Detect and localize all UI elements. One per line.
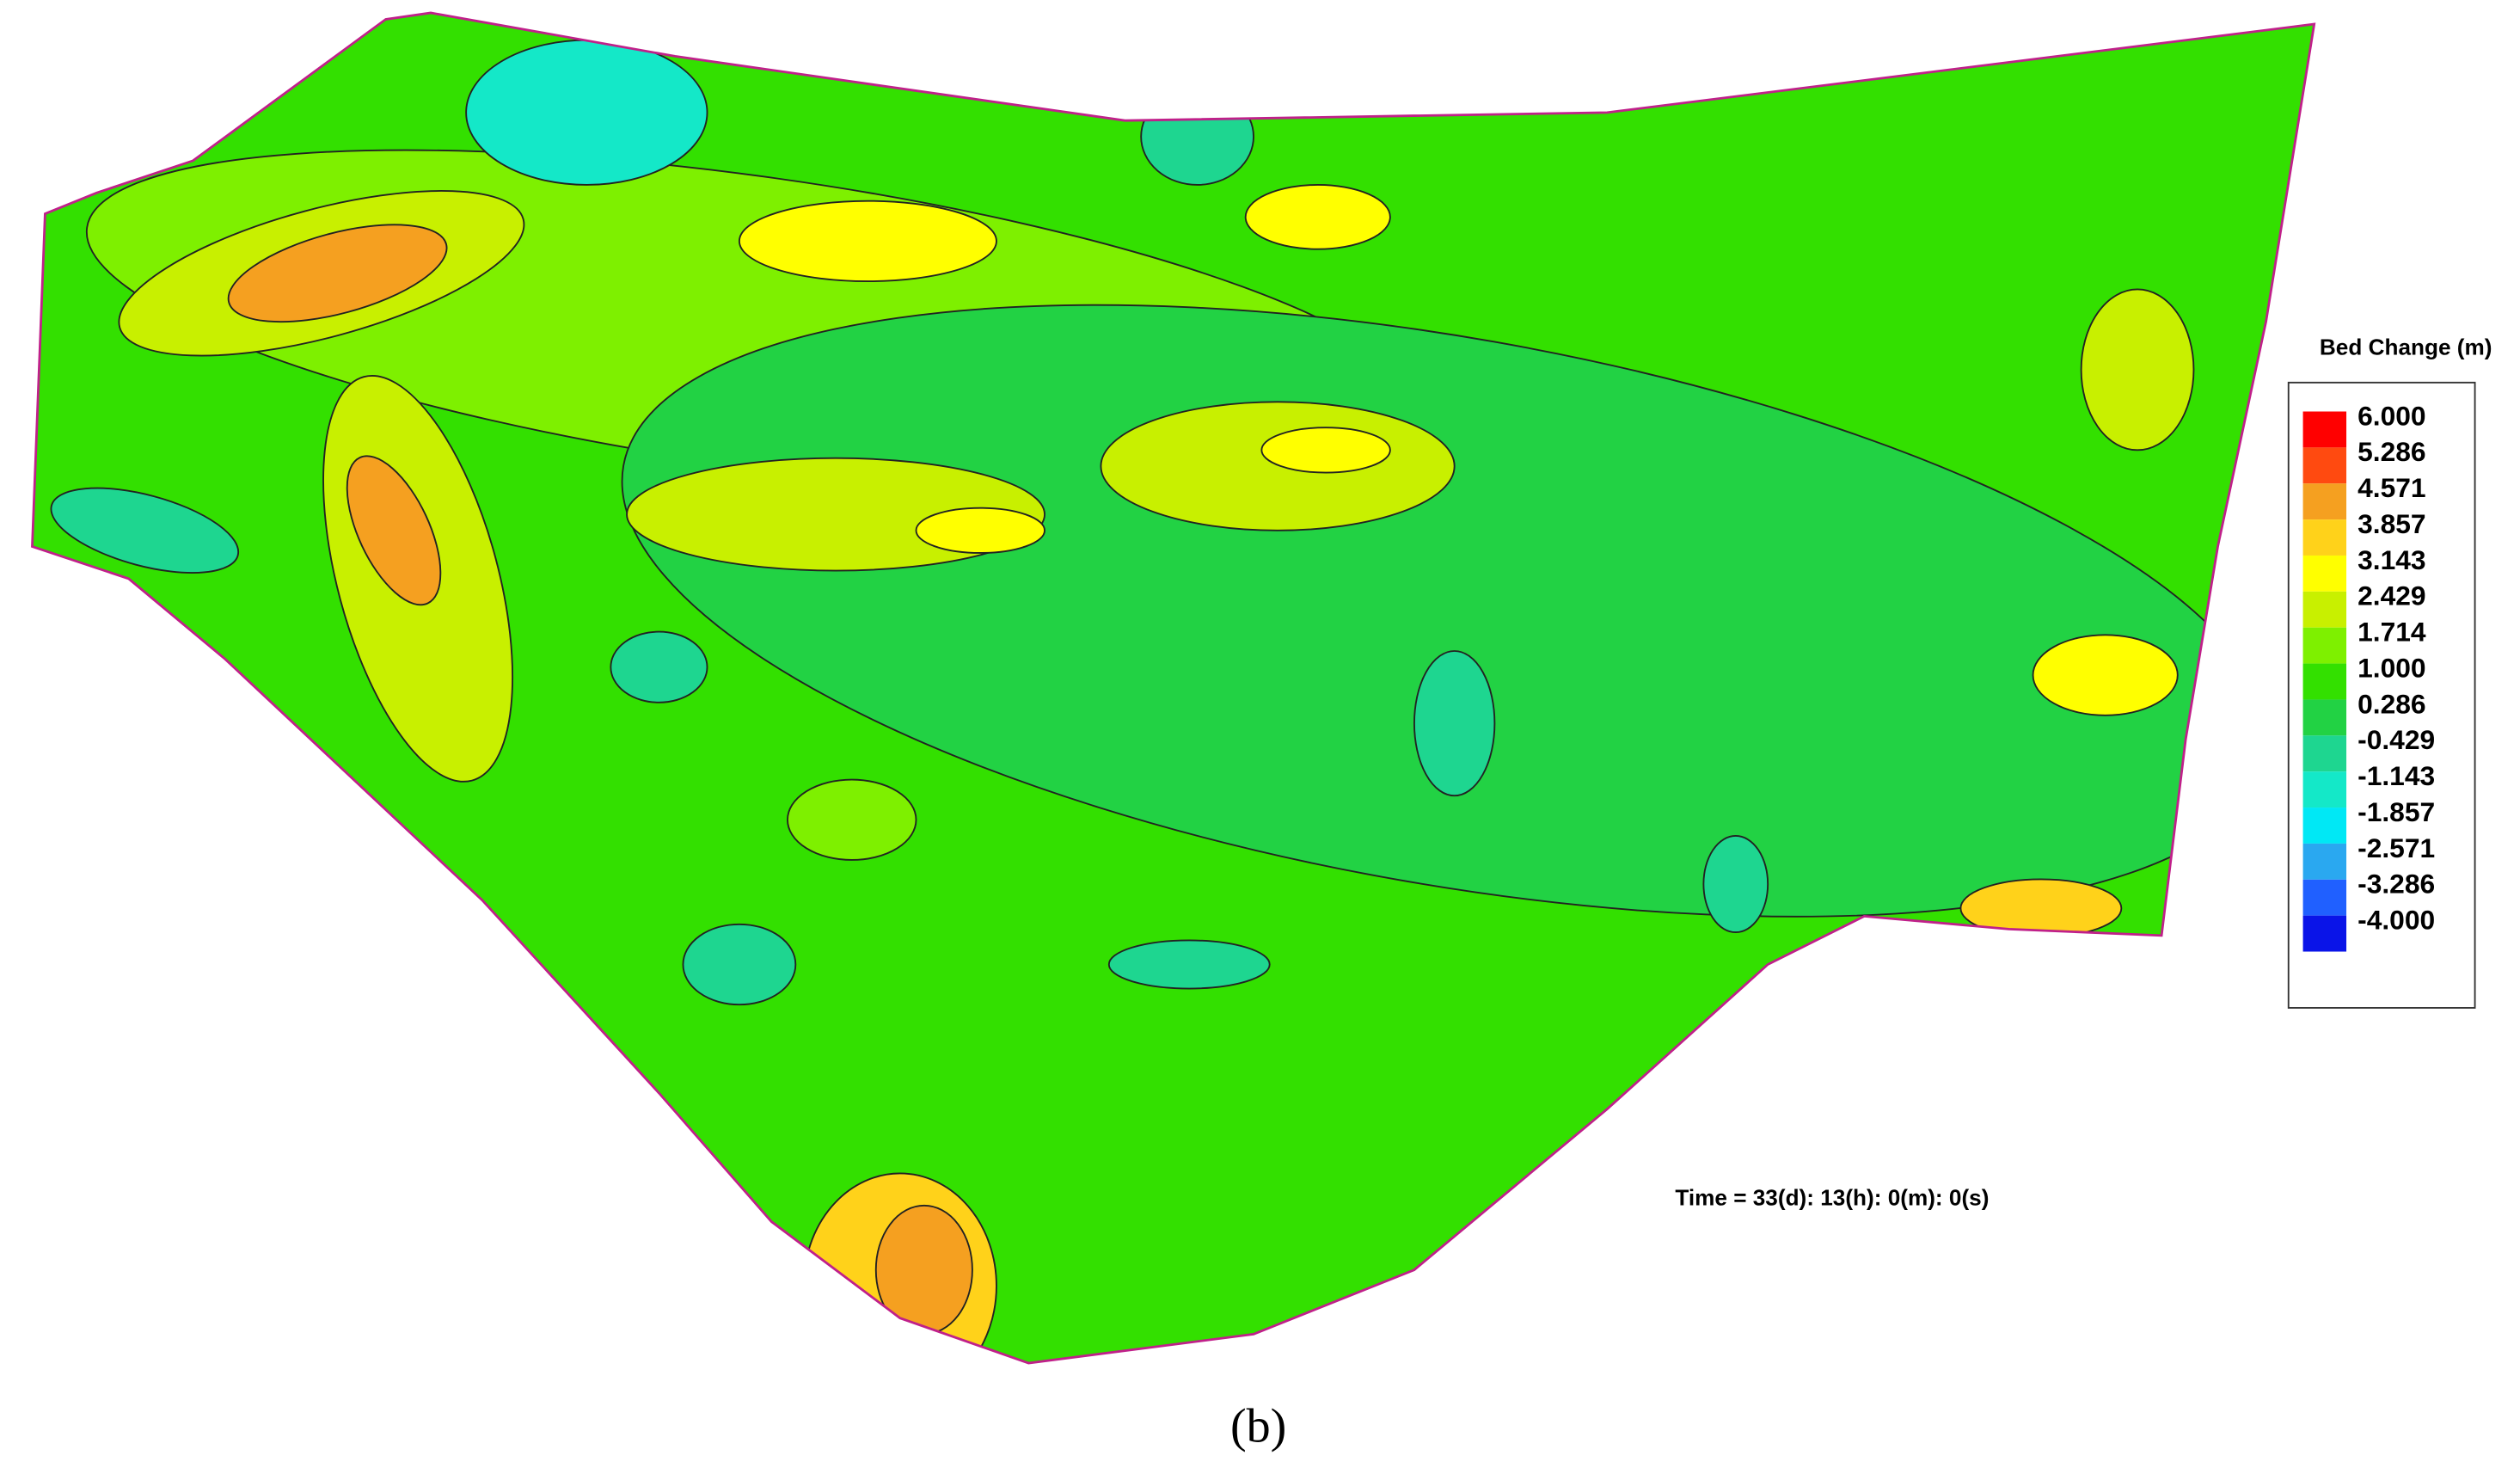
legend-swatch [2302, 735, 2347, 772]
legend-swatch [2302, 483, 2347, 520]
legend-label: -1.857 [2358, 796, 2435, 827]
caption: (b) [1230, 1399, 1286, 1453]
legend: 6.000 5.286 4.571 3.857 3.143 2.429 1.714 1.000… [2302, 400, 2435, 952]
legend-label: -4.000 [2358, 905, 2435, 936]
domain-boundary [31, 11, 2316, 1365]
legend-label: 6.000 [2358, 400, 2426, 431]
legend-swatch [2302, 808, 2347, 844]
legend-label: -1.143 [2358, 760, 2435, 791]
legend-label: 3.143 [2358, 544, 2426, 575]
legend-swatch [2302, 555, 2347, 592]
legend-label: -2.571 [2358, 832, 2435, 863]
legend-label: 5.286 [2358, 436, 2426, 467]
legend-swatch [2302, 519, 2347, 556]
legend-title: Bed Change (m) [2320, 335, 2492, 360]
legend-label: 2.429 [2358, 580, 2426, 611]
time-annotation: Time = 33(d): 13(h): 0(m): 0(s) [1675, 1184, 1989, 1210]
legend-label: 0.286 [2358, 688, 2426, 719]
legend-swatch [2302, 699, 2347, 736]
legend-label: 1.000 [2358, 652, 2426, 683]
legend-swatch [2302, 771, 2347, 808]
legend-swatch [2302, 879, 2347, 916]
legend-label: -3.286 [2358, 869, 2435, 900]
legend-label: 1.714 [2358, 617, 2426, 648]
legend-swatch [2302, 627, 2347, 664]
legend-swatch [2302, 663, 2347, 700]
legend-label: -0.429 [2358, 724, 2435, 755]
legend-swatch [2302, 411, 2347, 448]
legend-swatch [2302, 915, 2347, 952]
legend-label: 3.857 [2358, 508, 2426, 539]
legend-swatch [2302, 843, 2347, 880]
legend-swatch [2302, 447, 2347, 484]
legend-swatch [2302, 591, 2347, 628]
legend-label: 4.571 [2358, 472, 2426, 503]
